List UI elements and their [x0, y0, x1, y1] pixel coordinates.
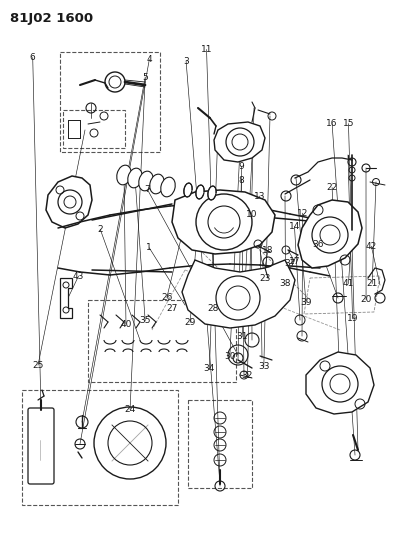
Text: 10: 10 — [246, 211, 257, 219]
Polygon shape — [298, 200, 362, 268]
Text: 40: 40 — [120, 320, 132, 328]
Text: 30: 30 — [224, 352, 236, 360]
Bar — [63, 110, 125, 148]
Text: 20: 20 — [360, 295, 372, 304]
Text: 42: 42 — [366, 242, 377, 251]
Text: 2: 2 — [97, 225, 103, 233]
Text: 9: 9 — [238, 162, 244, 171]
Text: 8: 8 — [238, 176, 244, 184]
Ellipse shape — [117, 165, 131, 185]
Text: 26: 26 — [161, 293, 173, 302]
Text: 28: 28 — [208, 304, 219, 312]
Bar — [60, 52, 160, 152]
Polygon shape — [182, 260, 295, 328]
Text: 5: 5 — [142, 73, 148, 82]
Text: 22: 22 — [326, 183, 338, 192]
Text: 32: 32 — [242, 372, 253, 380]
Bar — [22, 390, 178, 505]
Text: 38: 38 — [280, 279, 291, 288]
Text: 24: 24 — [124, 405, 136, 414]
Polygon shape — [172, 190, 275, 254]
Polygon shape — [46, 176, 92, 228]
Text: 34: 34 — [204, 365, 215, 373]
Ellipse shape — [161, 177, 175, 197]
Text: 81J02 1600: 81J02 1600 — [10, 12, 93, 25]
Ellipse shape — [139, 171, 153, 191]
Ellipse shape — [208, 186, 216, 200]
Text: 39: 39 — [300, 298, 312, 307]
Text: 12: 12 — [297, 209, 308, 217]
Text: 3: 3 — [183, 57, 189, 66]
Text: 27: 27 — [166, 304, 178, 312]
Text: 4: 4 — [146, 55, 152, 64]
Bar — [88, 300, 236, 382]
Text: 18: 18 — [262, 246, 274, 255]
Text: 21: 21 — [366, 279, 378, 288]
Text: 16: 16 — [326, 119, 338, 128]
Text: 33: 33 — [258, 362, 270, 371]
Text: 25: 25 — [32, 361, 44, 369]
Polygon shape — [60, 278, 72, 318]
Ellipse shape — [184, 183, 192, 197]
Text: 14: 14 — [289, 222, 300, 231]
Text: 7: 7 — [144, 185, 150, 193]
Text: 17: 17 — [289, 257, 300, 265]
Polygon shape — [214, 122, 265, 162]
FancyBboxPatch shape — [28, 408, 54, 484]
Text: 1: 1 — [146, 244, 152, 252]
Bar — [188, 400, 252, 488]
Text: 11: 11 — [201, 45, 212, 54]
Text: 31: 31 — [236, 333, 248, 341]
Ellipse shape — [150, 174, 164, 194]
Text: 35: 35 — [139, 317, 151, 325]
Text: 29: 29 — [184, 318, 196, 327]
Text: 36: 36 — [312, 240, 324, 248]
Text: 37: 37 — [285, 260, 296, 268]
Text: 6: 6 — [30, 53, 36, 62]
Text: 15: 15 — [343, 119, 354, 128]
Text: 19: 19 — [347, 314, 358, 323]
Text: 13: 13 — [254, 192, 265, 200]
Ellipse shape — [196, 185, 204, 199]
Text: 43: 43 — [73, 272, 84, 280]
Text: 23: 23 — [259, 274, 271, 282]
Polygon shape — [306, 352, 374, 414]
Text: 41: 41 — [343, 279, 354, 288]
Ellipse shape — [128, 168, 142, 188]
